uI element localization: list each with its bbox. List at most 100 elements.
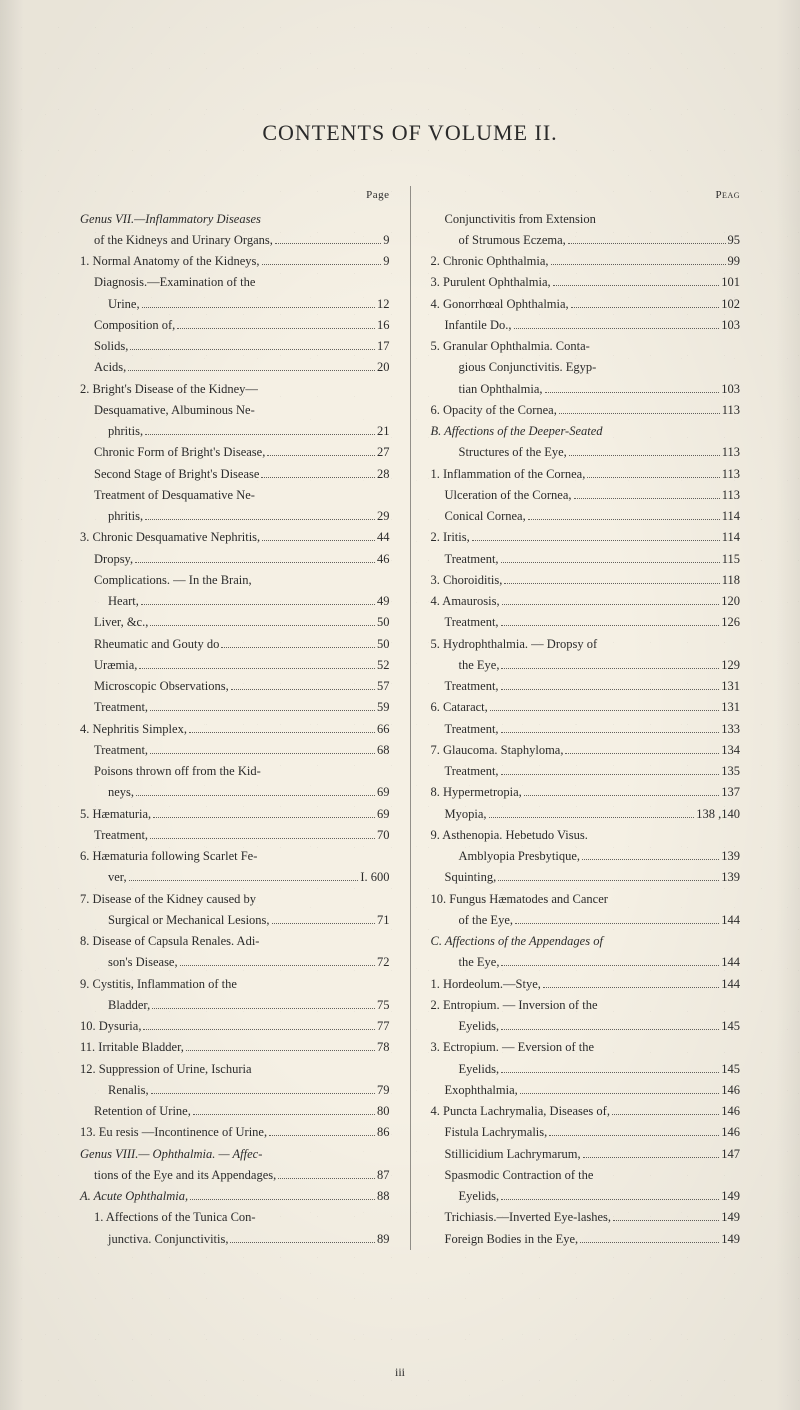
entry-page: 70 [377,825,390,846]
toc-entry: 5. Hydrophthalmia. — Dropsy of [431,634,741,655]
entry-label: ver, [108,867,127,888]
entry-label: Uræmia, [94,655,137,676]
leader-dots [489,817,695,818]
leader-dots [142,307,375,308]
leader-dots [267,455,375,456]
leader-dots [130,349,375,350]
toc-entry: the Eye,129 [431,655,741,676]
entry-page: 9 [383,251,389,272]
toc-entry: phritis, 29 [80,506,390,527]
entry-label: Stillicidium Lachrymarum, [445,1144,581,1165]
toc-entry: Eyelids,149 [431,1186,741,1207]
entry-label: Dropsy, [94,549,133,570]
entry-label: Renalis, [108,1080,149,1101]
entry-page: 17 [377,336,390,357]
toc-entry: 1. Hordeolum.—Stye,144 [431,974,741,995]
leader-dots [501,1199,719,1200]
toc-entry: Rheumatic and Gouty do 50 [80,634,390,655]
entry-page: 27 [377,442,390,463]
entry-label: Treatment, [445,719,499,740]
leader-dots [177,328,375,329]
entry-label: phritis, [108,506,143,527]
entry-page: 103 [721,379,740,400]
toc-entry: of the Eye,144 [431,910,741,931]
entry-page: 146 [721,1122,740,1143]
toc-entry: 12. Suppression of Urine, Ischuria [80,1059,390,1080]
toc-entry: Second Stage of Bright's Disease28 [80,464,390,485]
entry-page: 113 [722,464,740,485]
toc-entry: Genus VII.—Inflammatory Diseases [80,209,390,230]
leader-dots [587,477,719,478]
toc-entry: 4. Gonorrhœal Ophthalmia,102 [431,294,741,315]
entry-label: 2. Bright's Disease of the Kidney— [80,379,258,400]
entry-label: Liver, &c., [94,612,148,633]
entry-label: Genus VIII.— Ophthalmia. — Affec- [80,1144,262,1165]
toc-entry: Eyelids,145 [431,1059,741,1080]
entry-label: 5. Hydrophthalmia. — Dropsy of [431,634,598,655]
leader-dots [150,838,375,839]
leader-dots [502,604,720,605]
toc-entry: of the Kidneys and Urinary Organs,9 [80,230,390,251]
leader-dots [551,264,726,265]
entry-label: Chronic Form of Bright's Disease, [94,442,265,463]
entry-label: 2. Iritis, [431,527,470,548]
entry-label: Treatment, [94,825,148,846]
entry-page: 29 [377,506,390,527]
entry-page: 113 [722,400,740,421]
entry-label: 4. Gonorrhœal Ophthalmia, [431,294,569,315]
toc-entry: 6. Hæmaturia following Scarlet Fe- [80,846,390,867]
entry-label: Structures of the Eye, [459,442,567,463]
entry-label: of Strumous Eczema, [459,230,566,251]
entry-page: 144 [721,974,740,995]
entry-label: Myopia, [445,804,487,825]
leader-dots [221,647,375,648]
entry-page: 126 [721,612,740,633]
entry-page: 50 [377,634,390,655]
page-heading-right: Peag [431,186,741,205]
toc-entry: gious Conjunctivitis. Egyp- [431,357,741,378]
entry-label: 4. Nephritis Simplex, [80,719,187,740]
toc-entry: phritis,21 [80,421,390,442]
toc-entry: Treatment,68 [80,740,390,761]
entry-label: 5. Hæmaturia, [80,804,151,825]
entry-label: 3. Choroiditis, [431,570,503,591]
entry-label: 10. Fungus Hæmatodes and Cancer [431,889,608,910]
entry-label: 9. Cystitis, Inflammation of the [80,974,237,995]
entry-page: 9 [383,230,389,251]
entry-label: Rheumatic and Gouty do [94,634,219,655]
entry-page: 135 [721,761,740,782]
toc-entry: ver,I. 600 [80,867,390,888]
entry-page: 75 [377,995,390,1016]
toc-entry: 2. Iritis,114 [431,527,741,548]
leader-dots [135,562,375,563]
entry-page: 28 [377,464,390,485]
entry-page: 113 [722,485,740,506]
entry-label: Conical Cornea, [445,506,526,527]
toc-entry: Dropsy,46 [80,549,390,570]
entry-label: junctiva. Conjunctivitis, [108,1229,228,1250]
toc-entry: Treatment,135 [431,761,741,782]
entry-page: 59 [377,697,390,718]
entry-page: 78 [377,1037,390,1058]
leader-dots [278,1178,375,1179]
entry-page: 57 [377,676,390,697]
entry-page: 89 [377,1229,390,1250]
leader-dots [568,243,726,244]
entry-page: 113 [722,442,740,463]
toc-entry: Uræmia,52 [80,655,390,676]
toc-entry: Foreign Bodies in the Eye,149 [431,1229,741,1250]
entry-label: 2. Chronic Ophthalmia, [431,251,549,272]
toc-entry: 8. Hypermetropia,137 [431,782,741,803]
toc-entry: 6. Cataract,131 [431,697,741,718]
leader-dots [272,923,375,924]
toc-entry: Retention of Urine,80 [80,1101,390,1122]
entry-label: Trichiasis.—Inverted Eye-lashes, [445,1207,612,1228]
entry-label: Microscopic Observations, [94,676,229,697]
toc-entry: 6. Opacity of the Cornea,113 [431,400,741,421]
toc-entry: Desquamative, Albuminous Ne- [80,400,390,421]
entry-label: 9. Asthenopia. Hebetudo Visus. [431,825,588,846]
leader-dots [565,753,719,754]
entry-page: 149 [721,1186,740,1207]
toc-entry: Amblyopia Presbytique,139 [431,846,741,867]
toc-entry: Complications. — In the Brain, [80,570,390,591]
